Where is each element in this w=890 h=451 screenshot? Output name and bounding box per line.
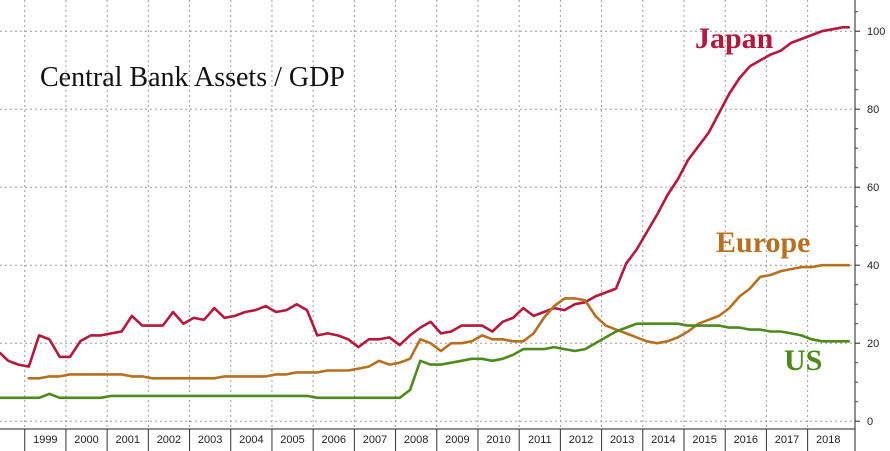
x-tick-label-2016: 2016 [734, 434, 758, 446]
y-axis-ticks: 0 20 40 60 80 100 [855, 11, 885, 428]
x-tick-label-2015: 2015 [692, 434, 716, 446]
x-tick-label-2002: 2002 [157, 434, 181, 446]
x-tick-label-2017: 2017 [775, 434, 799, 446]
y-tick-label-0: 0 [867, 416, 873, 428]
x-tick-label-2007: 2007 [363, 434, 387, 446]
x-tick-label-1999: 1999 [33, 434, 57, 446]
series-label-us: US [784, 344, 822, 377]
x-tick-label-2004: 2004 [239, 434, 263, 446]
x-tick-label-2003: 2003 [198, 434, 222, 446]
grid-lines [0, 0, 855, 429]
x-tick-label-2011: 2011 [528, 434, 552, 446]
y-tick-label-60: 60 [867, 182, 879, 194]
x-tick-label-2001: 2001 [115, 434, 139, 446]
series-line-japan [0, 26, 851, 368]
y-tick-label-80: 80 [867, 104, 879, 116]
series-line-europe [27, 263, 851, 380]
series-label-europe: Europe [716, 226, 810, 259]
x-tick-label-2010: 2010 [486, 434, 510, 446]
x-tick-label-2018: 2018 [816, 434, 840, 446]
y-tick-label-40: 40 [867, 260, 879, 272]
series-line-us [0, 322, 851, 400]
x-tick-label-2013: 2013 [610, 434, 634, 446]
x-tick-label-2000: 2000 [74, 434, 98, 446]
x-tick-label-2014: 2014 [651, 434, 675, 446]
x-axis-ticks: 1999 2000 2001 2002 2003 2004 2005 2006 2007 2008… [24, 429, 840, 451]
x-tick-label-2009: 2009 [445, 434, 469, 446]
series-lines [0, 26, 851, 400]
chart-title: Central Bank Assets / GDP [40, 62, 345, 93]
plot-frame [0, 0, 856, 451]
x-tick-label-2008: 2008 [404, 434, 428, 446]
y-tick-label-20: 20 [867, 338, 879, 350]
series-label-japan: Japan [695, 22, 774, 55]
x-tick-label-2012: 2012 [569, 434, 593, 446]
x-tick-label-2005: 2005 [280, 434, 304, 446]
y-tick-label-100: 100 [867, 26, 885, 38]
x-tick-label-2006: 2006 [322, 434, 346, 446]
